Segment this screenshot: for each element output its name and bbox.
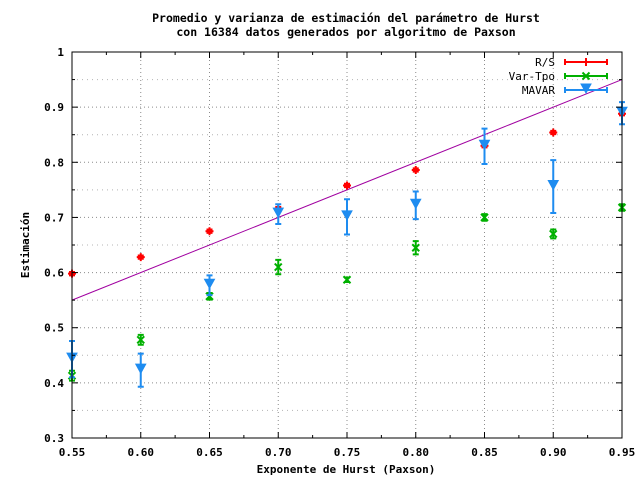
y-tick-label: 0.4	[44, 377, 64, 390]
y-tick-label: 0.3	[44, 432, 64, 445]
data-point	[272, 207, 285, 219]
x-tick-label: 0.70	[265, 446, 292, 459]
data-point	[480, 213, 489, 222]
data-point	[547, 180, 560, 191]
y-tick-label: 0.6	[44, 267, 64, 280]
data-point	[411, 166, 420, 175]
series-var-tpo	[67, 203, 627, 382]
x-axis-ticks: 0.55 0.60 0.65 0.70 0.75 0.80 0.85 0.90 0.95	[59, 52, 636, 459]
data-point	[341, 210, 353, 221]
data-point	[274, 262, 283, 272]
legend-label: R/S	[535, 56, 555, 69]
y-axis-label: Estimación	[19, 212, 32, 278]
data-point	[411, 243, 420, 252]
data-point	[203, 278, 216, 290]
chart-title: Promedio y varianza de estimación del pa…	[152, 11, 540, 25]
data-point	[342, 275, 352, 284]
x-tick-label: 0.95	[609, 446, 636, 459]
data-point	[205, 292, 214, 301]
y-tick-label: 0.7	[44, 211, 64, 224]
legend-marker	[580, 83, 592, 95]
x-tick-label: 0.80	[403, 446, 430, 459]
y-tick-label: 0.5	[44, 322, 64, 335]
chart-subtitle: con 16384 datos generados por algoritmo …	[176, 25, 515, 39]
data-point	[478, 139, 491, 151]
y-tick-label: 0.8	[44, 156, 64, 169]
data-point	[136, 253, 145, 262]
legend-marker	[581, 71, 591, 81]
data-point	[343, 181, 351, 190]
data-point	[136, 335, 145, 345]
x-tick-label: 0.75	[334, 446, 361, 459]
x-tick-label: 0.60	[128, 446, 155, 459]
x-tick-label: 0.65	[196, 446, 223, 459]
data-point	[134, 363, 147, 375]
legend-label: MAVAR	[522, 84, 555, 97]
legend-marker	[582, 58, 590, 66]
reference-line	[71, 79, 623, 301]
data-point	[549, 229, 558, 239]
y-tick-label: 0.9	[44, 101, 64, 114]
grid	[72, 52, 622, 438]
x-tick-label: 0.90	[540, 446, 567, 459]
data-point	[409, 198, 422, 210]
x-tick-label: 0.85	[471, 446, 498, 459]
x-tick-label: 0.55	[59, 446, 86, 459]
x-axis-label: Exponente de Hurst (Paxson)	[257, 463, 436, 476]
y-axis-ticks: 0.3 0.4 0.5 0.6 0.7 0.8 0.9 1	[44, 46, 622, 445]
data-point	[549, 128, 558, 137]
y-tick-label: 1	[57, 46, 64, 59]
legend-label: Var-Tpo	[509, 70, 555, 83]
reference-line-y-equals-x	[71, 79, 623, 301]
data-point	[205, 227, 214, 236]
